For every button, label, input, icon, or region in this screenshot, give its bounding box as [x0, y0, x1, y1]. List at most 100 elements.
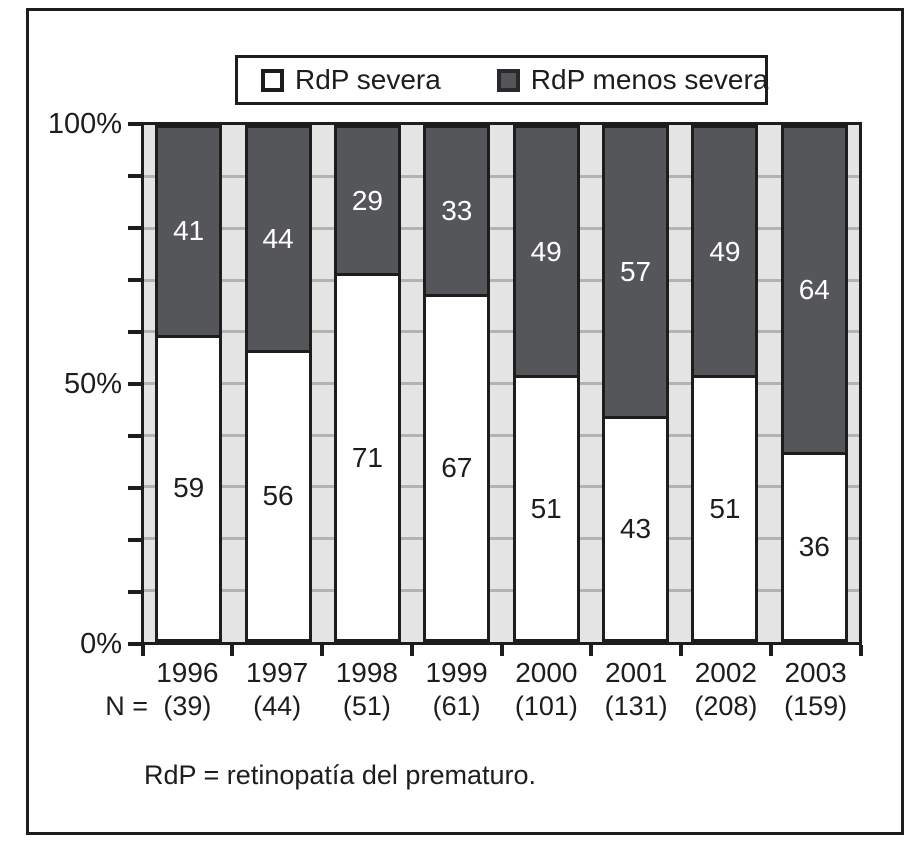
- gridline-10: [144, 588, 859, 592]
- x-label-1996: 1996: [156, 657, 219, 688]
- x-label-2003: 2003: [784, 657, 847, 688]
- segment-severa-2002: 51: [694, 378, 755, 639]
- segment-menos-severa-1996: 41: [158, 128, 220, 338]
- x-label-2002: 2002: [694, 657, 758, 688]
- value-label-menos-severa-1999: 33: [441, 194, 473, 226]
- y-axis-tick-60: [128, 329, 141, 334]
- segment-menos-severa-1999: 33: [426, 128, 488, 297]
- value-label-severa-2000: 51: [530, 492, 562, 524]
- segment-menos-severa-2000: 49: [515, 128, 577, 379]
- x-axis-tick-8: [858, 645, 863, 656]
- value-label-severa-1997: 56: [262, 479, 294, 511]
- y-axis-tick-30: [128, 485, 141, 490]
- x-axis-tick-5: [589, 645, 594, 656]
- legend-swatch-severa: [261, 68, 284, 92]
- segment-menos-severa-2003: 64: [783, 128, 845, 456]
- bar-1999: 33 67: [423, 125, 491, 642]
- bar-1997: 44 56: [244, 125, 312, 642]
- segment-menos-severa-1998: 29: [336, 128, 398, 277]
- segment-severa-1998: 71: [337, 276, 398, 639]
- y-axis-tick-50: [128, 381, 141, 386]
- value-label-menos-severa-2002: 49: [709, 235, 741, 267]
- value-label-severa-2003: 36: [798, 531, 830, 563]
- bar-2003: 64 36: [780, 125, 848, 642]
- footnote: RdP = retinopatía del prematuro.: [144, 760, 536, 790]
- gridline-90: [144, 175, 859, 179]
- legend: RdP severa RdP menos severa: [235, 55, 768, 105]
- n-equals-label: N =: [105, 691, 148, 721]
- x-axis-tick-2: [320, 645, 324, 656]
- x-axis-tick-6: [679, 645, 683, 656]
- segment-severa-2000: 51: [516, 378, 577, 639]
- gridline-60: [144, 330, 859, 334]
- y-axis-label-0: 0%: [80, 627, 122, 660]
- segment-menos-severa-1997: 44: [247, 128, 309, 353]
- value-label-menos-severa-1998: 29: [351, 184, 384, 216]
- y-axis-tick-80: [128, 225, 141, 230]
- legend-item-menos-severa: RdP menos severa: [496, 64, 769, 96]
- n-label-1999: (61): [432, 691, 481, 721]
- x-label-1998: 1998: [335, 657, 399, 688]
- bar-2002: 49 51: [691, 125, 759, 642]
- value-label-menos-severa-1996: 41: [173, 215, 205, 247]
- x-axis-tick-3: [409, 645, 414, 656]
- bar-2001: 57 43: [602, 125, 670, 642]
- bar-2000: 49 51: [512, 125, 580, 642]
- gridline-50: [144, 382, 859, 385]
- x-axis-tick-1: [230, 645, 235, 656]
- x-label-2000: 2000: [515, 657, 578, 688]
- y-axis-tick-10: [128, 589, 141, 594]
- n-label-2001: (131): [604, 691, 668, 721]
- figure-border: [26, 8, 904, 835]
- value-label-severa-1999: 67: [441, 451, 473, 483]
- n-label-1996: (39): [163, 691, 212, 721]
- bar-1998: 29 71: [333, 125, 401, 642]
- value-label-severa-2001: 43: [619, 513, 652, 545]
- plot-area: 41 59 44 56 29 71 33 67 49 51 57 43 49 51 64 36: [141, 122, 862, 645]
- gridline-40: [144, 433, 859, 437]
- n-label-1997: (44): [253, 691, 302, 721]
- gridline-30: [144, 485, 859, 489]
- value-label-menos-severa-1997: 44: [262, 222, 294, 254]
- y-axis-tick-70: [128, 277, 141, 282]
- x-axis-tick-4: [499, 645, 504, 656]
- x-label-2001: 2001: [604, 657, 668, 688]
- legend-item-severa: RdP severa: [261, 64, 441, 96]
- gridline-20: [144, 537, 859, 541]
- x-label-1999: 1999: [425, 657, 488, 688]
- value-label-menos-severa-2001: 57: [619, 256, 652, 288]
- legend-label-severa: RdP severa: [295, 64, 441, 95]
- y-axis-tick-0: [128, 641, 141, 646]
- n-label-2000: (101): [514, 691, 578, 721]
- legend-swatch-menos-severa: [496, 68, 520, 92]
- segment-severa-1996: 59: [158, 338, 219, 639]
- value-label-menos-severa-2000: 49: [530, 235, 562, 267]
- legend-label-menos-severa: RdP menos severa: [530, 64, 769, 95]
- n-label-2002: (208): [694, 691, 758, 721]
- y-axis-label-50: 50%: [63, 367, 122, 400]
- x-axis-tick-0: [140, 645, 145, 656]
- bar-1996: 41 59: [155, 125, 223, 642]
- value-label-menos-severa-2003: 64: [798, 274, 830, 306]
- segment-menos-severa-2002: 49: [694, 128, 756, 379]
- segment-severa-2001: 43: [605, 419, 666, 639]
- segment-menos-severa-2001: 57: [605, 128, 667, 420]
- segment-severa-1997: 56: [248, 353, 309, 639]
- x-axis-tick-7: [768, 645, 773, 656]
- value-label-severa-1998: 71: [351, 441, 384, 473]
- y-axis-tick-90: [128, 173, 141, 178]
- n-label-2003: (159): [784, 691, 848, 721]
- value-label-severa-2002: 51: [709, 492, 741, 524]
- y-axis-label-100: 100%: [47, 107, 122, 140]
- gridline-70: [144, 278, 859, 282]
- segment-severa-1999: 67: [426, 297, 487, 639]
- n-label-1998: (51): [342, 691, 391, 721]
- gridline-80: [144, 226, 859, 230]
- y-axis-tick-40: [128, 433, 141, 438]
- y-axis-tick-20: [128, 537, 141, 542]
- value-label-severa-1996: 59: [173, 472, 205, 504]
- segment-severa-2003: 36: [784, 455, 845, 639]
- x-label-1997: 1997: [245, 657, 309, 688]
- y-axis-tick-100: [128, 121, 141, 126]
